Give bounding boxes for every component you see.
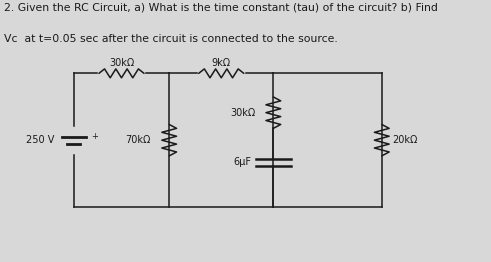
Text: 20kΩ: 20kΩ: [393, 135, 418, 145]
Text: 70kΩ: 70kΩ: [126, 135, 151, 145]
Text: 9kΩ: 9kΩ: [212, 58, 231, 68]
Text: 6μF: 6μF: [234, 157, 251, 167]
Text: 30kΩ: 30kΩ: [109, 58, 134, 68]
Text: 30kΩ: 30kΩ: [230, 108, 255, 118]
Text: 2. Given the RC Circuit, a) What is the time constant (tau) of the circuit? b) F: 2. Given the RC Circuit, a) What is the …: [4, 3, 438, 13]
Text: Vc  at t=0.05 sec after the circuit is connected to the source.: Vc at t=0.05 sec after the circuit is co…: [4, 34, 338, 44]
Text: 250 V: 250 V: [26, 135, 54, 145]
Text: +: +: [91, 132, 98, 141]
